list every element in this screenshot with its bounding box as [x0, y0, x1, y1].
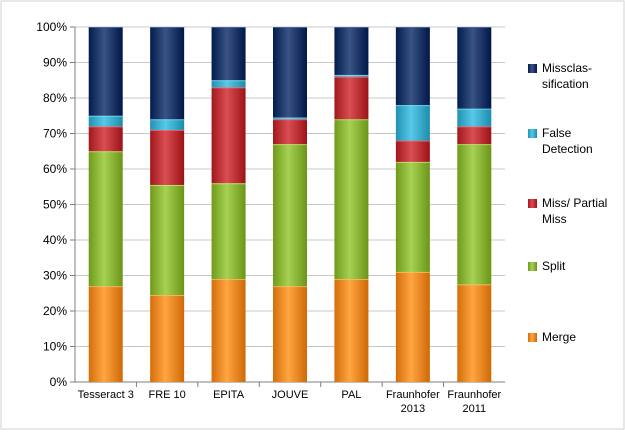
y-tick-label: 80% — [43, 91, 67, 105]
bar-segment-miss-partial-miss — [150, 129, 185, 185]
bar-segment-false-detection — [457, 108, 492, 127]
bar-segment-missclas-sification — [211, 27, 246, 81]
bar-segment-missclas-sification — [273, 27, 307, 118]
legend-swatch — [528, 199, 537, 208]
bar-segment-miss-partial-miss — [88, 126, 123, 152]
legend-label: False — [542, 126, 572, 140]
bar-segment-split — [334, 119, 369, 280]
y-tick-label: 0% — [50, 375, 68, 389]
legend-swatch — [528, 64, 537, 73]
x-tick-label: 2011 — [462, 403, 486, 415]
bar-segment-miss-partial-miss — [211, 87, 246, 184]
y-tick-label: 20% — [43, 304, 67, 318]
y-tick-label: 60% — [43, 162, 67, 176]
bar-segment-miss-partial-miss — [273, 119, 307, 145]
bar-segment-merge — [334, 279, 369, 382]
bar-segment-false-detection — [211, 80, 246, 88]
legend-label: Merge — [542, 330, 576, 344]
y-tick-label: 10% — [43, 340, 67, 354]
bar-segment-split — [211, 183, 246, 280]
y-tick-label: 100% — [36, 20, 67, 34]
legend-label: Missclas- — [542, 61, 592, 75]
bar-segment-split — [273, 144, 307, 287]
bar-segment-merge — [211, 279, 246, 382]
legend-swatch — [528, 129, 537, 138]
legend-label: Detection — [542, 142, 593, 156]
bar-segment-miss-partial-miss — [334, 76, 369, 120]
legend-label: sification — [542, 77, 589, 91]
y-tick-label: 70% — [43, 127, 67, 141]
bar-segment-missclas-sification — [457, 27, 492, 109]
bar-segment-missclas-sification — [150, 27, 185, 120]
bar-segment-false-detection — [150, 119, 185, 130]
legend-label: Miss/ Partial — [542, 196, 607, 210]
bar-segment-false-detection — [88, 115, 123, 127]
x-tick-label: EPITA — [213, 389, 245, 401]
bar-segment-missclas-sification — [88, 27, 123, 116]
bar-segment-merge — [273, 286, 307, 382]
x-tick-label: 2013 — [401, 403, 425, 415]
bar-segment-miss-partial-miss — [457, 126, 492, 145]
bar-segment-split — [457, 144, 492, 285]
bar-segment-false-detection — [395, 105, 430, 141]
bar-segment-merge — [457, 284, 492, 382]
y-tick-label: 30% — [43, 269, 67, 283]
x-tick-label: PAL — [341, 389, 361, 401]
bar-segment-merge — [150, 295, 185, 382]
x-tick-label: Tesseract 3 — [78, 389, 134, 401]
y-tick-label: 90% — [43, 56, 67, 70]
bar-segment-split — [395, 161, 430, 272]
bar-segment-missclas-sification — [334, 27, 369, 75]
bar-segment-merge — [88, 286, 123, 382]
bar-segment-merge — [395, 271, 430, 382]
x-tick-label: Fraunhofer — [386, 389, 440, 401]
legend-swatch — [528, 262, 537, 271]
x-tick-label: FRE 10 — [148, 389, 185, 401]
bar-segment-missclas-sification — [395, 27, 430, 106]
legend-label: Miss — [542, 212, 567, 226]
x-tick-label: Fraunhofer — [447, 389, 501, 401]
legend-swatch — [528, 333, 537, 342]
x-tick-label: JOUVE — [272, 389, 309, 401]
legend-label: Split — [542, 259, 566, 273]
y-tick-label: 40% — [43, 233, 67, 247]
y-tick-label: 50% — [43, 198, 67, 212]
bar-segment-split — [88, 151, 123, 287]
bar-segment-miss-partial-miss — [395, 140, 430, 162]
bar-segment-split — [150, 184, 185, 296]
